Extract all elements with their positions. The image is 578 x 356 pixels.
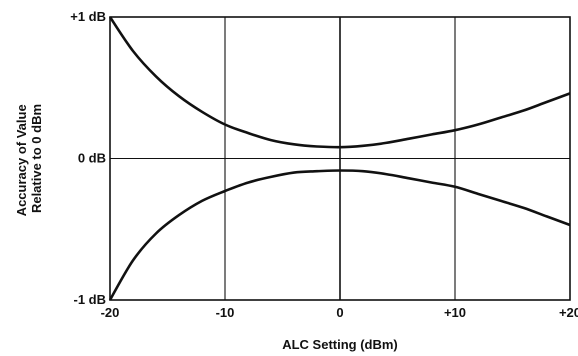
x-tick-label: +20 (559, 305, 578, 320)
x-tick-label: 0 (336, 305, 343, 320)
x-axis-label: ALC Setting (dBm) (282, 337, 398, 352)
y-axis-label-line-1: Accuracy of Value (14, 104, 29, 216)
tick-labels: -20 -10 0 +10 +20 +1 dB 0 dB -1 dB (70, 9, 578, 320)
y-tick-label: 0 dB (78, 151, 106, 166)
grid (110, 17, 570, 300)
x-tick-label: -10 (216, 305, 235, 320)
y-axis-label-line-2: Relative to 0 dBm (29, 104, 44, 213)
y-axis-label: Accuracy of Value Relative to 0 dBm (14, 101, 44, 217)
x-tick-label: -20 (101, 305, 120, 320)
upper-accuracy-curve (108, 16, 571, 149)
lower-accuracy-curve (108, 169, 571, 301)
plot-frame (109, 16, 571, 301)
y-tick-label: +1 dB (70, 9, 106, 24)
series-layer (108, 16, 571, 301)
x-tick-label: +10 (444, 305, 466, 320)
y-tick-label: -1 dB (74, 292, 107, 307)
